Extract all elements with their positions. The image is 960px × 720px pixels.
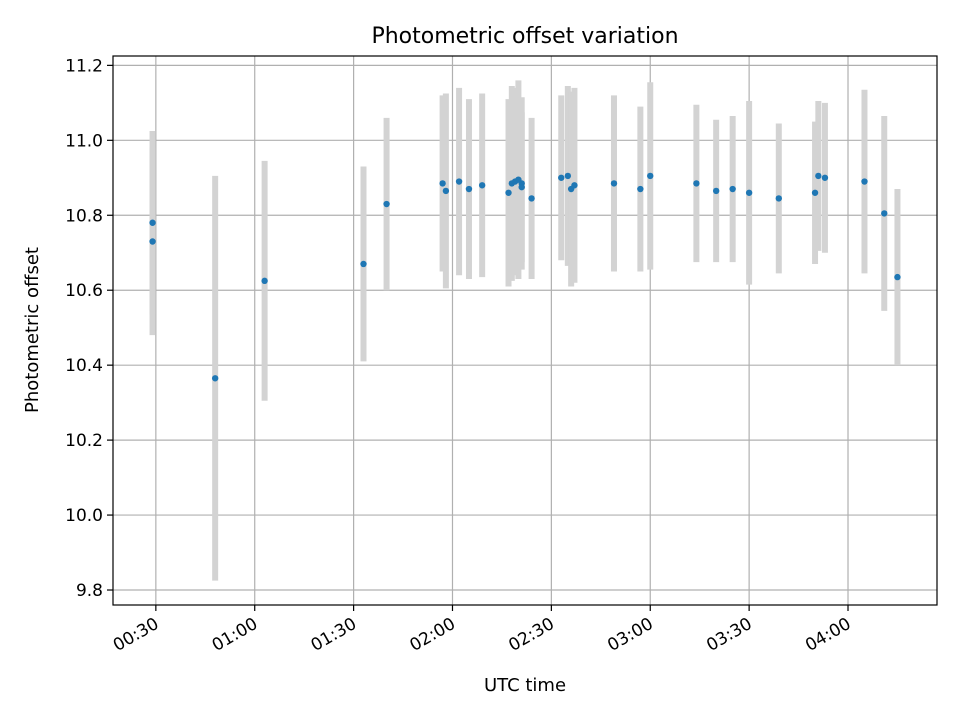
y-tick-label: 10.6 bbox=[65, 281, 103, 301]
data-point bbox=[647, 172, 654, 180]
y-tick-label: 10.0 bbox=[65, 506, 103, 526]
data-point bbox=[558, 174, 565, 181]
data-point bbox=[465, 185, 473, 193]
data-points bbox=[149, 172, 901, 382]
data-point bbox=[261, 277, 268, 285]
y-tick-label: 9.8 bbox=[76, 581, 103, 601]
data-point bbox=[528, 195, 535, 202]
data-point bbox=[712, 187, 720, 195]
y-tick-label: 11.2 bbox=[65, 56, 103, 76]
y-axis-label: Photometric offset bbox=[22, 247, 43, 413]
data-point bbox=[571, 182, 578, 189]
data-point bbox=[455, 178, 463, 185]
chart-title: Photometric offset variation bbox=[371, 24, 678, 49]
data-point bbox=[149, 219, 156, 226]
data-point bbox=[861, 178, 868, 185]
data-point bbox=[478, 182, 486, 189]
data-point bbox=[360, 260, 367, 268]
data-point bbox=[637, 185, 644, 193]
data-point bbox=[815, 172, 822, 180]
data-point bbox=[211, 375, 219, 382]
grid-lines bbox=[113, 56, 937, 605]
y-tick-label: 11.0 bbox=[65, 131, 103, 151]
y-tick-label: 10.4 bbox=[65, 356, 103, 376]
data-point bbox=[383, 200, 390, 208]
data-point bbox=[745, 189, 753, 196]
data-point bbox=[518, 183, 525, 191]
data-point bbox=[610, 180, 618, 187]
data-point bbox=[729, 185, 736, 193]
data-point bbox=[811, 189, 819, 196]
x-axis-label: UTC time bbox=[484, 675, 566, 696]
data-point bbox=[881, 210, 888, 217]
data-point bbox=[821, 174, 829, 181]
data-point bbox=[149, 238, 156, 245]
data-point bbox=[775, 195, 782, 202]
y-tick-label: 10.8 bbox=[65, 206, 103, 226]
data-point bbox=[439, 180, 446, 187]
data-point bbox=[442, 187, 450, 195]
data-point bbox=[894, 273, 901, 281]
y-axis-ticks: 9.8 10.0 10.2 10.4 10.6 10.8 11.0 11.2 bbox=[65, 56, 113, 601]
data-point bbox=[693, 180, 700, 187]
plot-frame bbox=[112, 55, 938, 606]
data-point bbox=[564, 172, 572, 180]
y-tick-label: 10.2 bbox=[65, 431, 103, 451]
data-point bbox=[505, 189, 512, 196]
